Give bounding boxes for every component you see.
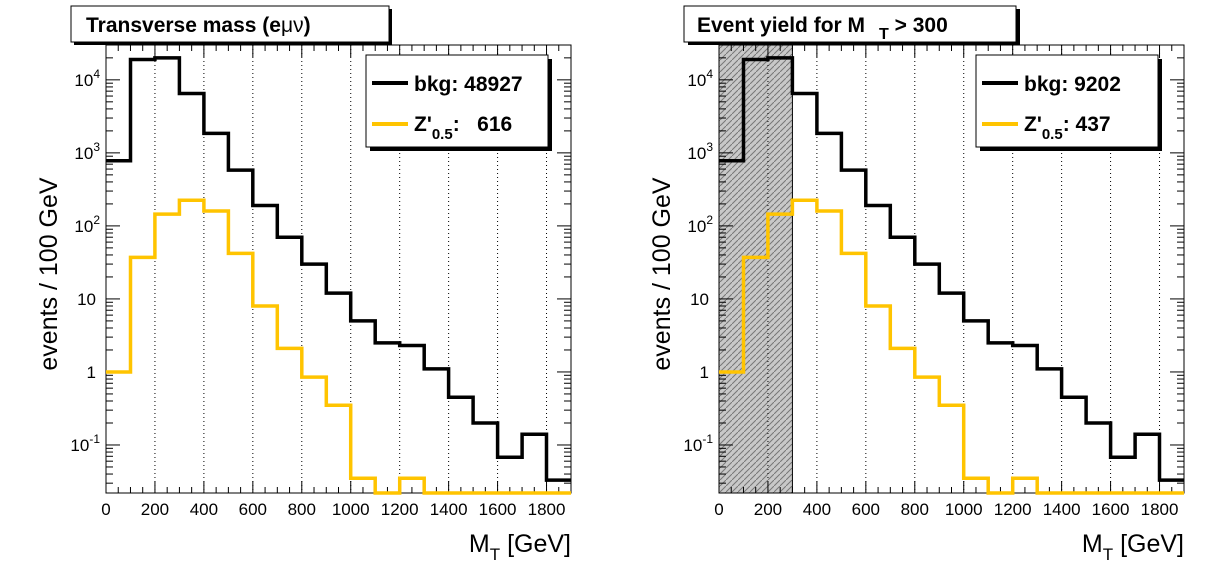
title-box — [70, 5, 390, 43]
y-tick-label: 1 — [700, 363, 709, 382]
y-tick-label: 102 — [74, 213, 100, 236]
legend-zprime-main: Z' — [414, 113, 432, 136]
legend-zprime-sub: 0.5 — [432, 126, 453, 143]
x-tick-label: 1200 — [381, 500, 419, 519]
x-axis-title: MT [GeV] — [469, 530, 571, 564]
x-axis-title: MT [GeV] — [1082, 530, 1184, 564]
y-axis-title: events / 100 GeV — [648, 177, 676, 371]
y-tick-label: 102 — [687, 213, 713, 236]
y-tick-label: 10-1 — [683, 432, 713, 455]
y-tick-label: 104 — [687, 67, 713, 90]
y-tick-label: 103 — [687, 140, 713, 163]
chart-title-main: Event yield for M — [697, 14, 865, 37]
x-axis-title-sub: T — [1103, 545, 1113, 564]
x-axis-title-unit: [GeV] — [1113, 530, 1184, 558]
legend-zprime-value: : 616 — [453, 113, 513, 136]
legend-label-zprime: Z'0.5: 437 — [1024, 113, 1111, 143]
x-tick-label: 0 — [714, 500, 723, 519]
legend-zprime-main: Z' — [1024, 113, 1042, 136]
chart-title-close: ) — [304, 14, 311, 37]
x-tick-label: 1600 — [479, 500, 517, 519]
legend-box — [365, 54, 549, 148]
x-tick-label: 1000 — [945, 500, 983, 519]
x-tick-label: 200 — [754, 500, 782, 519]
x-tick-label: 1600 — [1092, 500, 1130, 519]
y-tick-label: 104 — [74, 67, 100, 90]
series-group — [106, 56, 571, 495]
x-tick-label: 400 — [190, 500, 218, 519]
series-group — [719, 56, 1184, 495]
legend-label-zprime: Z'0.5: 616 — [414, 113, 512, 143]
series-bkg-line — [719, 56, 1184, 482]
panel-right: 0 200 400 600 800 1000 1200 1400 1600 1800 10-1 1 10… — [648, 5, 1185, 564]
x-tick-label: 200 — [141, 500, 169, 519]
y-tick-label: 103 — [74, 140, 100, 163]
x-tick-label: 600 — [852, 500, 880, 519]
excluded-region-shading — [718, 44, 793, 494]
title-box — [683, 5, 1017, 43]
axis-ticks: 0 200 400 600 800 1000 1200 1400 1600 1800 10-1 1 10… — [683, 44, 1185, 519]
chart-title-main: Transverse mass (e — [86, 14, 281, 37]
x-tick-label: 1800 — [528, 500, 566, 519]
x-axis-title-main: M — [469, 530, 490, 558]
y-tick-label: 10-1 — [70, 432, 100, 455]
axis-ticks: 0 200 400 600 800 1000 1200 1400 1600 1800 10-1 1 10… — [70, 44, 572, 519]
chart-title: Event yield for M T > 300 — [697, 14, 948, 43]
x-tick-label: 1200 — [994, 500, 1032, 519]
x-tick-label: 800 — [901, 500, 929, 519]
chart-title-sub: T — [879, 26, 889, 43]
chart-title-close: > 300 — [889, 14, 948, 37]
series-zprime-line — [719, 198, 1184, 495]
x-axis-title-sub: T — [490, 545, 500, 564]
x-axis-title-unit: [GeV] — [500, 530, 571, 558]
y-axis-title: events / 100 GeV — [35, 177, 63, 371]
y-tick-label: 10 — [690, 290, 709, 309]
y-tick-label: 10 — [77, 290, 96, 309]
x-tick-label: 1800 — [1141, 500, 1179, 519]
legend-label-bkg: bkg: 9202 — [1024, 73, 1121, 96]
chart-title-greek: μν — [281, 14, 304, 37]
legend-label-bkg: bkg: 48927 — [414, 73, 523, 96]
x-axis-title-main: M — [1082, 530, 1103, 558]
x-tick-label: 0 — [101, 500, 110, 519]
y-tick-label: 1 — [87, 363, 96, 382]
series-zprime-line — [106, 198, 571, 495]
legend-zprime-value: : 437 — [1063, 113, 1111, 136]
x-tick-label: 1000 — [332, 500, 370, 519]
x-tick-label: 1400 — [430, 500, 468, 519]
x-tick-label: 600 — [239, 500, 267, 519]
legend-box — [975, 54, 1159, 148]
x-tick-label: 800 — [288, 500, 316, 519]
series-bkg-line — [106, 56, 571, 482]
panel-left: 0 200 400 600 800 1000 1200 1400 1600 1800 10-1 1 10… — [35, 5, 572, 564]
x-tick-label: 1400 — [1043, 500, 1081, 519]
x-tick-label: 400 — [803, 500, 831, 519]
legend-zprime-sub: 0.5 — [1042, 126, 1063, 143]
chart-title: Transverse mass (eμν) — [86, 14, 311, 37]
